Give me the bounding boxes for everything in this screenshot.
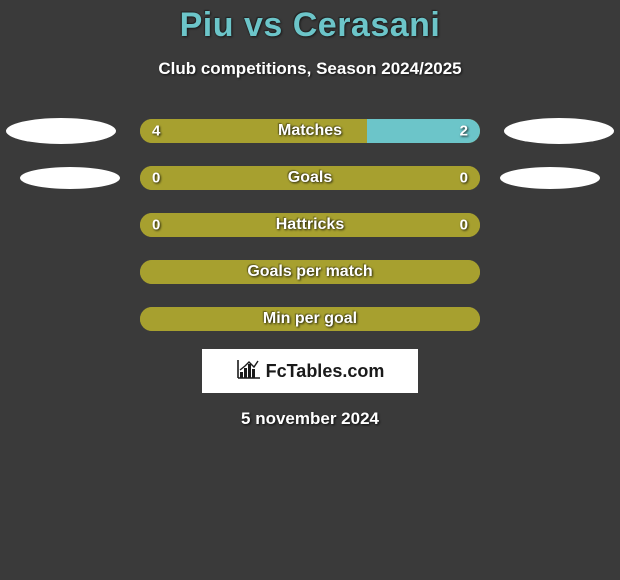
stat-bar: 0 0 Hattricks <box>140 213 480 237</box>
player-avatar-right <box>500 167 600 189</box>
comparison-infographic: Piu vs Cerasani Club competitions, Seaso… <box>0 0 620 429</box>
stat-bar: Goals per match <box>140 260 480 284</box>
stat-bar: 0 0 Goals <box>140 166 480 190</box>
player-avatar-left <box>20 167 120 189</box>
stat-bar: 4 2 Matches <box>140 119 480 143</box>
stat-row: Goals per match <box>0 260 620 284</box>
stat-value-right: 0 <box>460 170 468 187</box>
stat-row: Min per goal <box>0 307 620 331</box>
player-avatar-left <box>6 118 116 144</box>
stat-value-left: 0 <box>152 170 160 187</box>
stat-row: 0 0 Hattricks <box>0 213 620 237</box>
stat-value-left: 0 <box>152 217 160 234</box>
page-subtitle: Club competitions, Season 2024/2025 <box>0 59 620 79</box>
stat-label: Goals per match <box>247 263 372 281</box>
stat-label: Matches <box>278 122 342 140</box>
stat-value-left: 4 <box>152 123 160 140</box>
stat-label: Hattricks <box>276 216 344 234</box>
logo-box: FcTables.com <box>202 349 418 393</box>
stat-value-right: 0 <box>460 217 468 234</box>
logo-text: FcTables.com <box>266 361 385 382</box>
stat-rows: 4 2 Matches 0 0 Goals 0 0 Hattricks Goals per mat… <box>0 119 620 331</box>
stat-label: Goals <box>288 169 332 187</box>
stat-row: 4 2 Matches <box>0 119 620 143</box>
page-title: Piu vs Cerasani <box>0 6 620 45</box>
stat-value-right: 2 <box>460 123 468 140</box>
player-avatar-right <box>504 118 614 144</box>
chart-icon <box>236 358 262 385</box>
stat-bar: Min per goal <box>140 307 480 331</box>
stat-label: Min per goal <box>263 310 357 328</box>
date-text: 5 november 2024 <box>0 409 620 429</box>
stat-row: 0 0 Goals <box>0 166 620 190</box>
